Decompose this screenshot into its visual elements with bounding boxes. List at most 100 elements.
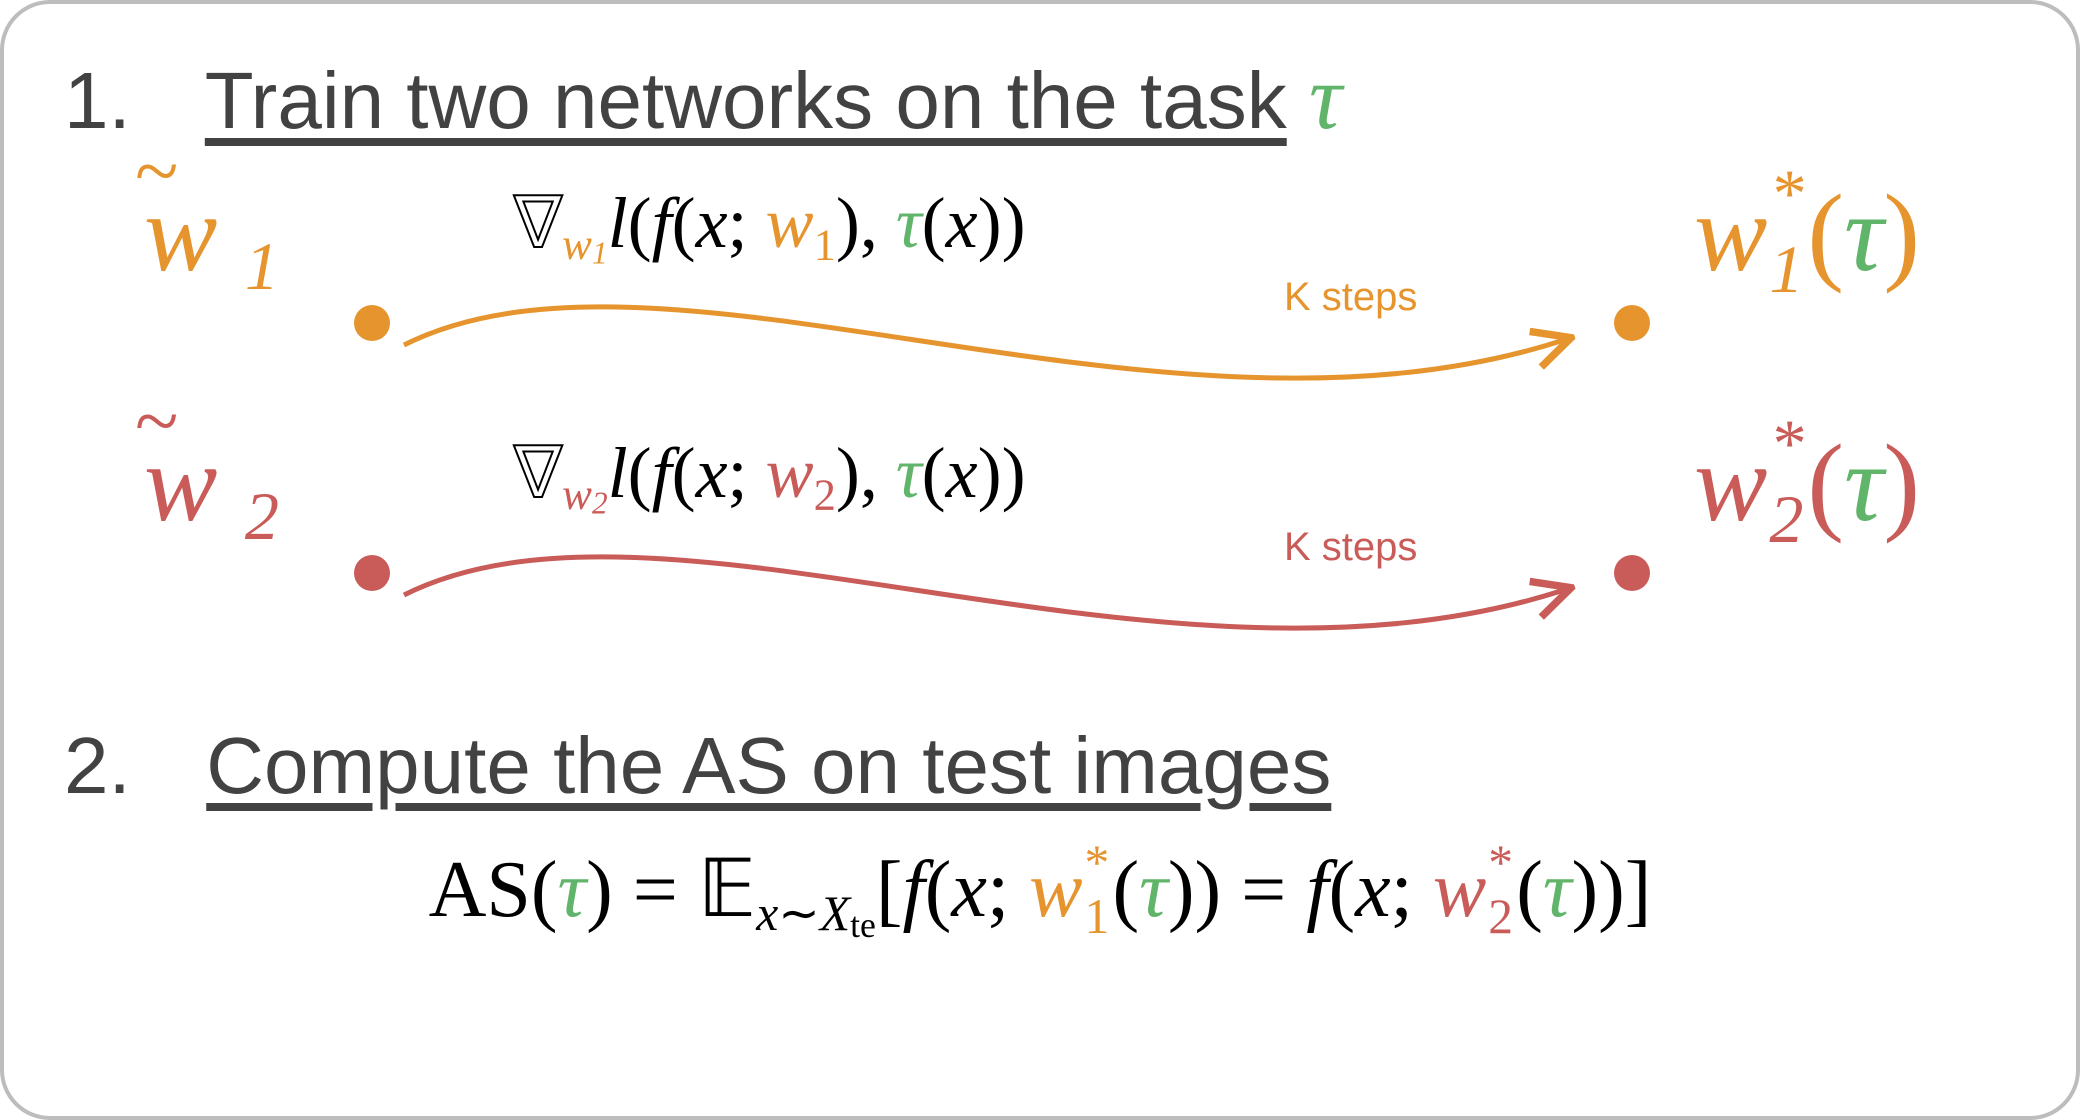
grad2-l: l [608,433,628,513]
eq-close: ) [586,846,613,934]
w1-initial-label: ~ w 1 [144,170,279,306]
grad1-sub2: 1 [814,219,836,269]
w2-final-close: ) [1883,422,1920,544]
grad2-x: x [696,433,728,513]
eq-close3: ) [1168,846,1195,934]
step1-tau: τ [1309,46,1342,148]
grad2-w: w [562,469,592,519]
w1-ksteps: K steps [1284,275,1417,320]
w1-final-tau: τ [1844,172,1883,294]
eq-subx: x [756,886,778,941]
grad1-l: l [608,183,628,263]
eq-x1: x [951,846,987,934]
w1-initial-dot [354,305,390,341]
step2-equation: AS(τ) = 𝔼x∼Xte[f(x; w*1(τ)) = f(x; w*2(τ… [64,842,2016,946]
eq-x2: x [1355,846,1391,934]
grad2-comma: , [860,433,896,513]
grad1-x: x [696,183,728,263]
eq-open4: ( [1328,846,1355,934]
w1-final-dot [1614,305,1650,341]
grad1-f: f [652,183,672,263]
eq-sub1: 1 [1085,888,1110,945]
diagram-panel: 1. Train two networks on the task τ ~ w [0,0,2080,1120]
eq-w1: w [1029,846,1082,934]
eq-E: 𝔼 [698,846,756,934]
eq-X: X [820,886,850,941]
w2-final-w: w [1694,422,1767,544]
eq-open: ( [531,846,558,934]
step1-heading: 1. Train two networks on the task τ [64,44,2016,150]
w2-gradient: ∇w2l(f(x; w2), τ(x)) [514,430,1026,522]
w1-final-open: ( [1807,172,1844,294]
grad2-sub: 2 [592,486,608,521]
grad2-close3: ) [978,433,1002,513]
grad1-wsub: w1 [562,219,607,269]
w2-final-sub: 2 [1769,480,1803,559]
grad1-open: ( [628,183,652,263]
grad2-semi: ; [728,433,766,513]
eq-f2: f [1306,846,1328,934]
eq-open3: ( [1113,846,1140,934]
eq-w2: w [1433,846,1486,934]
w1-final-sub: 1 [1769,230,1803,309]
w2-tilde: ~ [134,377,177,468]
grad2-open3: ( [922,433,946,513]
eq-star2: * [1488,834,1513,891]
eq-tau3: τ [1543,846,1572,934]
grad2-wsub: w2 [562,469,607,519]
eq-star1: * [1085,834,1110,891]
eq-eqeq: = [1221,846,1306,934]
grad1-w: w [562,219,592,269]
eq-te: te [850,905,876,945]
eq-tau2: τ [1139,846,1168,934]
w1-gradient: ∇w1l(f(x; w1), τ(x)) [514,180,1026,272]
grad2-close2: ) [836,433,860,513]
eq-semi1: ; [987,846,1029,934]
grad1-close: ) [1002,183,1026,263]
nabla2: ∇ [514,433,562,513]
step1-title: Train two networks on the task [205,56,1287,145]
eq-f1: f [903,846,925,934]
w1-star: * [1769,154,1803,233]
eq-tau1: τ [557,846,586,934]
grad1-semi: ; [728,183,766,263]
grad1-open2: ( [672,183,696,263]
step2-title: Compute the AS on test images [206,721,1331,810]
eq-open2: ( [925,846,952,934]
grad1-x2: x [946,183,978,263]
grad2-w2: w [766,433,814,513]
w2-final-open: ( [1807,422,1844,544]
grad1-close3: ) [978,183,1002,263]
eq-openbr: [ [876,846,903,934]
grad2-f: f [652,433,672,513]
step1-body: ~ w 1 ∇w1l(f(x; w1), τ(x)) K steps w*1(τ… [64,170,2016,680]
eq-semi2: ; [1391,846,1433,934]
w1-tilde: ~ [134,127,177,218]
step2-number: 2. [64,720,184,812]
w2-ksteps: K steps [1284,525,1417,570]
w2-final-dot [1614,555,1650,591]
grad1-comma: , [860,183,896,263]
w1-final-close: ) [1883,172,1920,294]
grad2-tau: τ [896,433,922,513]
eq-AS: AS [429,846,531,934]
grad2-open2: ( [672,433,696,513]
eq-close4: ) [1598,846,1625,934]
w2-initial-dot [354,555,390,591]
step2-heading: 2. Compute the AS on test images [64,720,2016,812]
eq-sub2: 2 [1488,888,1513,945]
grad2-close: ) [1002,433,1026,513]
w1-final-label: w*1(τ) [1694,170,1920,297]
w1-initial-sub: 1 [245,228,279,304]
eq-eq: = [613,846,698,934]
grad1-sub: 1 [592,236,608,271]
w2-star: * [1769,404,1803,483]
w2-initial-label: ~ w 2 [144,420,279,556]
eq-sim: ∼ [778,886,820,941]
grad1-open3: ( [922,183,946,263]
grad1-w2: w [766,183,814,263]
eq-close2: ) [1194,846,1221,934]
w2-initial-sub: 2 [245,478,279,554]
grad2-sub2: 2 [814,469,836,519]
eq-open5: ( [1516,846,1543,934]
